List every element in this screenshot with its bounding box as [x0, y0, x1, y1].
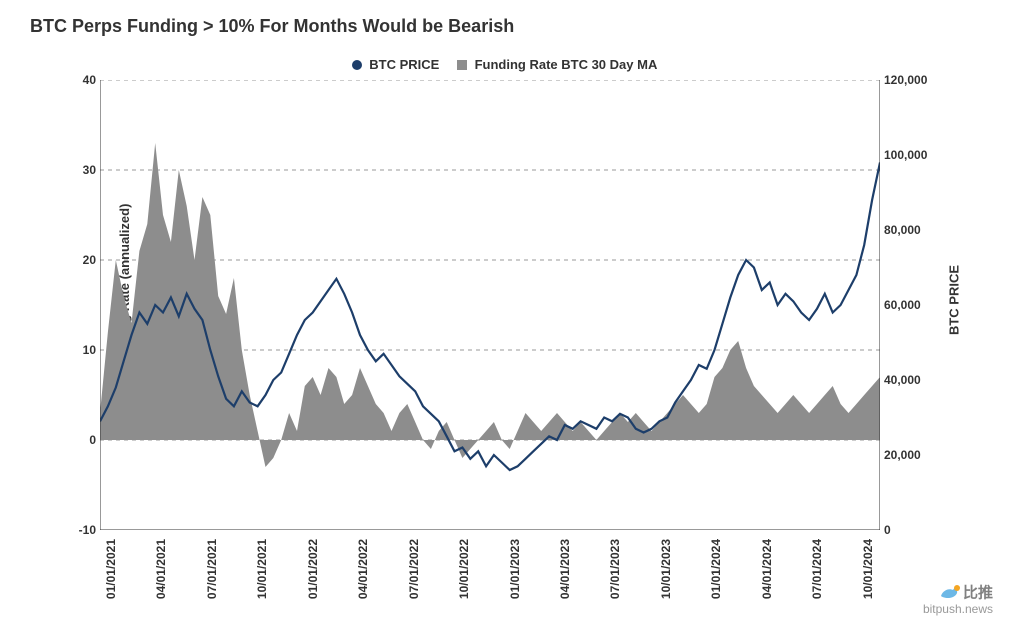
y1-tick-labels: -10010203040 [60, 80, 96, 530]
x-tick: 01/01/2024 [709, 539, 723, 599]
y2-tick: 100,000 [884, 148, 927, 162]
watermark-brand: 比推 [963, 584, 993, 601]
x-tick: 10/01/2023 [659, 539, 673, 599]
y2-tick-labels: 020,00040,00060,00080,000100,000120,000 [884, 80, 944, 530]
watermark: 比推 bitpush.news [923, 584, 993, 616]
y2-axis-label: BTC PRICE [946, 265, 961, 335]
x-tick: 10/01/2022 [457, 539, 471, 599]
x-tick: 04/01/2022 [356, 539, 370, 599]
y2-tick: 80,000 [884, 223, 921, 237]
x-tick: 01/01/2022 [306, 539, 320, 599]
plot-area [100, 80, 880, 530]
y2-tick: 0 [884, 523, 891, 537]
y1-tick: 10 [83, 343, 96, 357]
y1-tick: -10 [79, 523, 96, 537]
x-tick: 07/01/2024 [810, 539, 824, 599]
y1-tick: 20 [83, 253, 96, 267]
legend-label-btc-price: BTC PRICE [369, 57, 439, 72]
watermark-url: bitpush.news [923, 602, 993, 616]
chart-legend: BTC PRICE Funding Rate BTC 30 Day MA [0, 56, 1009, 72]
x-tick: 04/01/2021 [154, 539, 168, 599]
x-tick: 07/01/2021 [205, 539, 219, 599]
x-tick: 04/01/2023 [558, 539, 572, 599]
legend-swatch-funding-rate [457, 60, 467, 70]
y2-tick: 40,000 [884, 373, 921, 387]
bird-icon [939, 584, 961, 603]
x-tick: 04/01/2024 [760, 539, 774, 599]
x-tick: 10/01/2021 [255, 539, 269, 599]
x-tick: 01/01/2021 [104, 539, 118, 599]
y1-tick: 40 [83, 73, 96, 87]
legend-swatch-btc-price [352, 60, 362, 70]
funding-rate-area [100, 143, 880, 467]
y2-tick: 120,000 [884, 73, 927, 87]
y1-tick: 0 [89, 433, 96, 447]
y2-tick: 60,000 [884, 298, 921, 312]
x-tick: 07/01/2023 [608, 539, 622, 599]
x-tick-labels: 01/01/2021 04/01/2021 07/01/2021 10/01/2021… [100, 535, 880, 625]
chart-svg [100, 80, 880, 530]
y1-tick: 30 [83, 163, 96, 177]
legend-label-funding-rate: Funding Rate BTC 30 Day MA [475, 57, 658, 72]
chart-title: BTC Perps Funding > 10% For Months Would… [30, 16, 514, 37]
x-tick: 10/01/2024 [861, 539, 875, 599]
x-tick: 01/01/2023 [508, 539, 522, 599]
y2-tick: 20,000 [884, 448, 921, 462]
x-tick: 07/01/2022 [407, 539, 421, 599]
